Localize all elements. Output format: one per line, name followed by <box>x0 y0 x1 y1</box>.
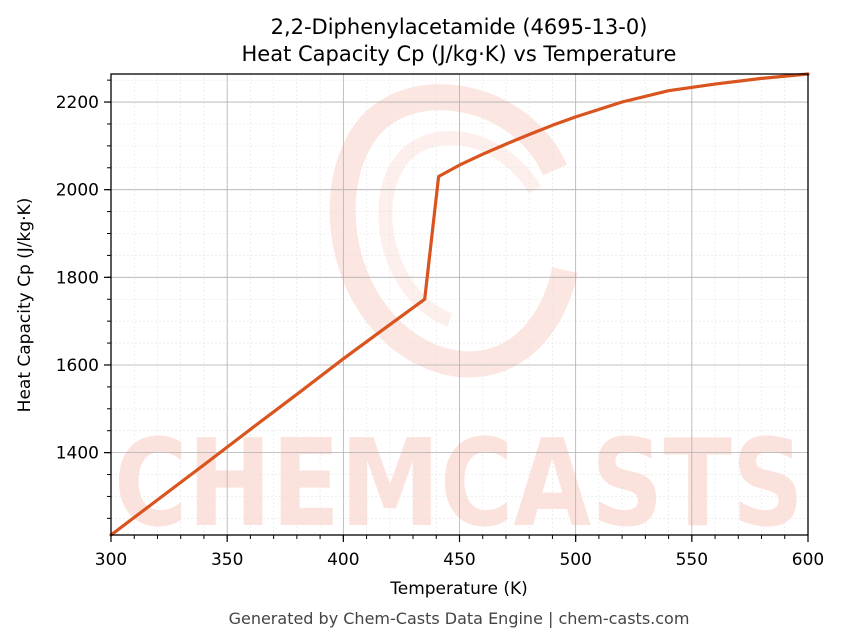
x-tick-labels: 300 350 400 450 500 550 600 <box>95 550 824 570</box>
y-tick-label: 2200 <box>56 93 99 113</box>
x-tick-label: 350 <box>211 550 243 570</box>
ticks <box>104 79 809 542</box>
y-tick-label: 2000 <box>56 181 99 201</box>
y-tick-label: 1600 <box>56 356 99 376</box>
y-tick-label: 1400 <box>56 444 99 464</box>
chart-title: 2,2-Diphenylacetamide (4695-13-0) <box>271 15 648 39</box>
y-tick-label: 1800 <box>56 268 99 288</box>
x-tick-label: 550 <box>676 550 708 570</box>
x-tick-label: 500 <box>559 550 591 570</box>
x-tick-label: 600 <box>792 550 824 570</box>
x-tick-label: 400 <box>327 550 359 570</box>
chart-subtitle: Heat Capacity Cp (J/kg·K) vs Temperature <box>242 42 677 66</box>
x-tick-label: 300 <box>95 550 127 570</box>
watermark-logo <box>329 84 578 378</box>
x-axis-label: Temperature (K) <box>389 579 528 599</box>
footer-credit: Generated by Chem-Casts Data Engine | ch… <box>229 609 690 628</box>
y-axis-label: Heat Capacity Cp (J/kg·K) <box>15 198 35 413</box>
series-group <box>109 72 810 537</box>
major-grid <box>110 74 809 535</box>
watermark-text: CHEMCASTS <box>114 415 804 554</box>
y-tick-labels: 1400 1600 1800 2000 2200 <box>56 93 99 464</box>
x-tick-label: 450 <box>443 550 475 570</box>
series-line <box>109 72 810 537</box>
